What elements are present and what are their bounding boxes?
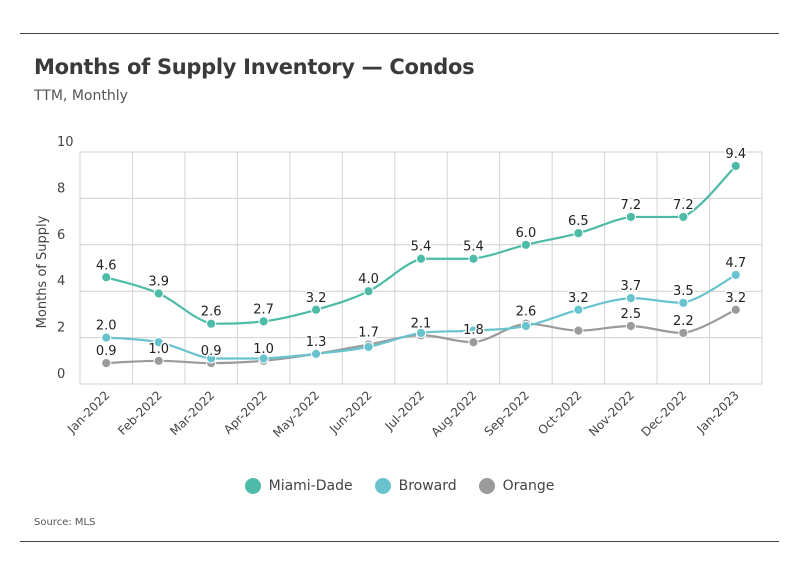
x-tick-label-dec-2022: Dec-2022 bbox=[638, 388, 689, 439]
data-label-orange-sep-2022: 2.6 bbox=[516, 305, 537, 320]
y-tick-label-0: 0 bbox=[57, 367, 65, 382]
x-tick-label-apr-2022: Apr-2022 bbox=[221, 388, 270, 437]
data-point-miami-dade-may-2022 bbox=[310, 304, 322, 315]
legend-swatch-miami-dade bbox=[244, 478, 261, 494]
y-tick-label-8: 8 bbox=[57, 181, 65, 196]
legend-swatch-broward bbox=[374, 478, 391, 494]
data-point-broward-jul-2022 bbox=[415, 327, 427, 339]
data-label-orange-feb-2022: 1.0 bbox=[148, 342, 169, 357]
data-label-miami-dade-oct-2022: 6.5 bbox=[568, 214, 589, 229]
x-tick-label-may-2022: May-2022 bbox=[270, 388, 322, 440]
data-label-miami-dade-jul-2022: 5.4 bbox=[411, 240, 432, 255]
data-point-orange-aug-2022 bbox=[468, 337, 479, 348]
data-point-miami-dade-apr-2022 bbox=[258, 316, 269, 327]
x-tick-label-nov-2022: Nov-2022 bbox=[586, 388, 637, 439]
data-label-miami-dade-may-2022: 3.2 bbox=[306, 291, 327, 306]
data-point-miami-dade-jun-2022 bbox=[363, 286, 374, 297]
top-rule bbox=[20, 33, 779, 34]
data-point-broward-dec-2022 bbox=[678, 297, 689, 308]
data-label-broward-nov-2022: 3.7 bbox=[621, 279, 642, 294]
data-point-broward-sep-2022 bbox=[520, 320, 532, 332]
bottom-rule bbox=[20, 541, 779, 542]
data-label-orange-mar-2022: 0.9 bbox=[201, 344, 222, 359]
x-tick-label-aug-2022: Aug-2022 bbox=[428, 388, 479, 439]
data-label-orange-aug-2022: 1.8 bbox=[463, 323, 484, 338]
data-label-miami-dade-dec-2022: 7.2 bbox=[673, 198, 694, 213]
x-tick-label-feb-2022: Feb-2022 bbox=[115, 388, 165, 438]
data-label-orange-jun-2022: 1.7 bbox=[358, 326, 379, 341]
data-label-orange-jul-2022: 2.1 bbox=[411, 316, 432, 331]
data-point-orange-jan-2023 bbox=[730, 304, 741, 315]
y-tick-label-2: 2 bbox=[57, 321, 65, 336]
legend-label-miami-dade: Miami-Dade bbox=[268, 478, 353, 494]
x-tick-label-jun-2022: Jun-2022 bbox=[326, 388, 375, 437]
data-point-orange-oct-2022 bbox=[573, 325, 584, 336]
data-label-miami-dade-feb-2022: 3.9 bbox=[148, 275, 169, 290]
data-label-miami-dade-apr-2022: 2.7 bbox=[253, 302, 274, 317]
data-point-miami-dade-mar-2022 bbox=[206, 318, 217, 329]
data-label-broward-dec-2022: 3.5 bbox=[673, 284, 694, 299]
data-label-broward-jan-2023: 4.7 bbox=[725, 256, 746, 271]
data-label-miami-dade-jan-2022: 4.6 bbox=[96, 258, 117, 273]
legend-label-broward: Broward bbox=[398, 478, 457, 494]
data-label-orange-may-2022: 1.3 bbox=[306, 335, 327, 350]
legend: Miami-Dade Broward Orange bbox=[0, 478, 799, 494]
data-point-miami-dade-sep-2022 bbox=[520, 239, 532, 250]
data-point-broward-aug-2022 bbox=[468, 325, 479, 336]
chart-title: Months of Supply Inventory — Condos bbox=[34, 55, 475, 79]
data-label-orange-jan-2023: 3.2 bbox=[725, 291, 746, 306]
y-axis-label: Months of Supply bbox=[35, 215, 50, 328]
data-point-miami-dade-feb-2022 bbox=[153, 288, 164, 299]
legend-label-orange: Orange bbox=[502, 478, 555, 494]
x-tick-label-jul-2022: Jul-2022 bbox=[382, 388, 428, 434]
data-point-broward-nov-2022 bbox=[625, 293, 636, 304]
data-point-broward-jan-2023 bbox=[730, 269, 741, 281]
data-point-miami-dade-jul-2022 bbox=[415, 253, 427, 264]
data-point-orange-feb-2022 bbox=[153, 355, 164, 366]
source-note: Source: MLS bbox=[34, 517, 96, 528]
y-tick-label-6: 6 bbox=[57, 228, 65, 243]
data-point-broward-apr-2022 bbox=[258, 353, 269, 364]
x-tick-label-jan-2023: Jan-2023 bbox=[694, 388, 742, 436]
data-point-miami-dade-jan-2023 bbox=[730, 160, 741, 172]
data-label-miami-dade-jun-2022: 4.0 bbox=[358, 272, 379, 287]
data-point-broward-oct-2022 bbox=[573, 304, 584, 315]
x-tick-label-jan-2022: Jan-2022 bbox=[64, 388, 112, 436]
data-label-orange-dec-2022: 2.2 bbox=[673, 314, 694, 329]
data-point-miami-dade-oct-2022 bbox=[573, 228, 584, 239]
legend-item-miami-dade[interactable]: Miami-Dade bbox=[244, 478, 353, 494]
data-point-broward-feb-2022 bbox=[153, 337, 164, 348]
data-point-miami-dade-dec-2022 bbox=[678, 211, 689, 223]
data-point-orange-nov-2022 bbox=[625, 320, 636, 332]
data-point-broward-mar-2022 bbox=[206, 353, 217, 364]
data-point-orange-dec-2022 bbox=[678, 327, 689, 339]
data-point-miami-dade-jan-2022 bbox=[101, 272, 112, 283]
legend-item-broward[interactable]: Broward bbox=[374, 478, 457, 494]
data-label-miami-dade-sep-2022: 6.0 bbox=[516, 226, 537, 241]
data-label-miami-dade-nov-2022: 7.2 bbox=[621, 198, 642, 213]
x-tick-label-sep-2022: Sep-2022 bbox=[481, 388, 532, 439]
data-point-orange-jan-2022 bbox=[101, 358, 112, 369]
y-tick-label-4: 4 bbox=[57, 274, 65, 289]
data-label-orange-apr-2022: 1.0 bbox=[253, 342, 274, 357]
data-label-broward-jan-2022: 2.0 bbox=[96, 319, 117, 334]
legend-item-orange[interactable]: Orange bbox=[478, 478, 555, 494]
x-tick-label-mar-2022: Mar-2022 bbox=[167, 388, 217, 438]
data-point-miami-dade-nov-2022 bbox=[625, 211, 636, 223]
data-label-broward-oct-2022: 3.2 bbox=[568, 291, 589, 306]
data-label-miami-dade-mar-2022: 2.6 bbox=[201, 305, 222, 320]
data-point-broward-may-2022 bbox=[310, 348, 322, 359]
data-label-miami-dade-jan-2023: 9.4 bbox=[725, 147, 746, 162]
data-label-orange-jan-2022: 0.9 bbox=[96, 344, 117, 359]
chart-subtitle: TTM, Monthly bbox=[34, 88, 128, 104]
data-point-broward-jun-2022 bbox=[363, 341, 374, 352]
y-tick-label-10: 10 bbox=[57, 135, 74, 150]
data-point-broward-jan-2022 bbox=[101, 332, 112, 343]
legend-swatch-orange bbox=[478, 478, 495, 494]
data-label-orange-nov-2022: 2.5 bbox=[621, 307, 642, 322]
x-tick-label-oct-2022: Oct-2022 bbox=[535, 388, 584, 437]
data-label-miami-dade-aug-2022: 5.4 bbox=[463, 240, 484, 255]
data-point-miami-dade-aug-2022 bbox=[468, 253, 479, 264]
